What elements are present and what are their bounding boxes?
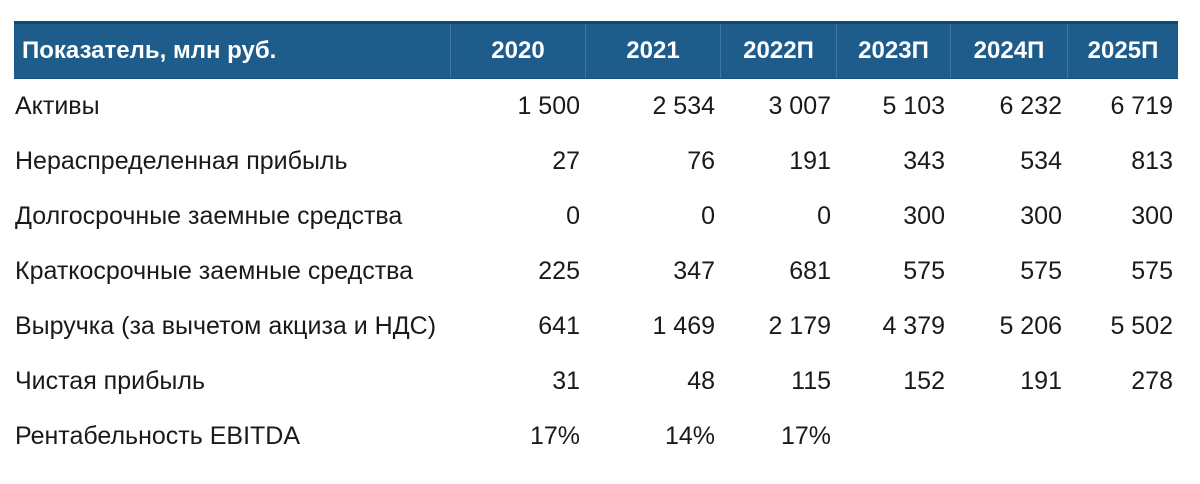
table-header-row: Показатель, млн руб. 2020 2021 2022П 202…	[14, 21, 1178, 79]
value-cell: 347	[673, 257, 715, 285]
table-row-net-profit: Чистая прибыль 31 48 115 152 191 278	[14, 354, 1178, 409]
column-header-2021: 2021	[585, 24, 720, 78]
value-cell: 115	[791, 367, 831, 395]
value-cell: 813	[1131, 147, 1173, 175]
row-label: Чистая прибыль	[15, 367, 205, 395]
value-cell: 575	[1020, 257, 1062, 285]
value-cell: 5 502	[1110, 312, 1173, 340]
value-cell: 0	[701, 202, 715, 230]
row-label: Рентабельность EBITDA	[15, 422, 301, 450]
value-cell: 278	[1131, 367, 1173, 395]
value-cell: 6 232	[999, 92, 1062, 120]
table-row-assets: Активы 1 500 2 534 3 007 5 103 6 232 6 7…	[14, 79, 1178, 134]
table-row-short-term-debt: Краткосрочные заемные средства 225 347 6…	[14, 244, 1178, 299]
row-label: Активы	[15, 92, 100, 120]
value-cell: 0	[566, 202, 580, 230]
table-row-revenue: Выручка (за вычетом акциза и НДС) 641 1 …	[14, 299, 1178, 354]
value-cell	[1067, 409, 1178, 464]
value-cell: 152	[903, 367, 945, 395]
table-row-ebitda-margin: Рентабельность EBITDA 17% 14% 17%	[14, 409, 1178, 464]
table-row-retained-earnings: Нераспределенная прибыль 27 76 191 343 5…	[14, 134, 1178, 189]
value-cell	[836, 409, 950, 464]
column-header-2020: 2020	[450, 24, 585, 78]
value-cell: 575	[903, 257, 945, 285]
column-header-2022p: 2022П	[720, 24, 836, 78]
column-header-2023p: 2023П	[836, 24, 950, 78]
value-cell: 48	[687, 367, 715, 395]
value-cell: 6 719	[1110, 92, 1173, 120]
value-cell: 1 500	[517, 92, 580, 120]
value-cell: 17%	[780, 422, 831, 450]
value-cell: 2 179	[768, 312, 831, 340]
value-cell: 641	[538, 312, 580, 340]
value-cell: 3 007	[768, 92, 831, 120]
value-cell: 14%	[664, 422, 715, 450]
value-cell: 17%	[529, 422, 580, 450]
value-cell: 575	[1131, 257, 1173, 285]
value-cell: 225	[538, 257, 580, 285]
value-cell: 191	[789, 147, 831, 175]
header-indicator-label: Показатель, млн руб.	[22, 37, 277, 64]
value-cell: 76	[687, 147, 715, 175]
value-cell: 191	[1020, 367, 1062, 395]
value-cell: 681	[789, 257, 831, 285]
value-cell: 27	[552, 147, 580, 175]
value-cell: 5 206	[999, 312, 1062, 340]
value-cell: 0	[817, 202, 831, 230]
value-cell: 300	[903, 202, 945, 230]
financial-indicators-table: Показатель, млн руб. 2020 2021 2022П 202…	[14, 21, 1178, 464]
value-cell: 300	[1131, 202, 1173, 230]
value-cell: 2 534	[652, 92, 715, 120]
value-cell: 534	[1020, 147, 1062, 175]
value-cell: 1 469	[652, 312, 715, 340]
table-row-long-term-debt: Долгосрочные заемные средства 0 0 0 300 …	[14, 189, 1178, 244]
column-header-2024p: 2024П	[950, 24, 1067, 78]
value-cell: 343	[903, 147, 945, 175]
value-cell	[950, 409, 1067, 464]
row-label: Выручка (за вычетом акциза и НДС)	[15, 312, 437, 340]
row-label: Нераспределенная прибыль	[15, 147, 348, 175]
value-cell: 5 103	[882, 92, 945, 120]
row-label: Краткосрочные заемные средства	[15, 257, 414, 285]
value-cell: 31	[552, 367, 580, 395]
value-cell: 300	[1020, 202, 1062, 230]
row-label: Долгосрочные заемные средства	[15, 202, 403, 230]
column-header-2025p: 2025П	[1067, 24, 1178, 78]
value-cell: 4 379	[882, 312, 945, 340]
